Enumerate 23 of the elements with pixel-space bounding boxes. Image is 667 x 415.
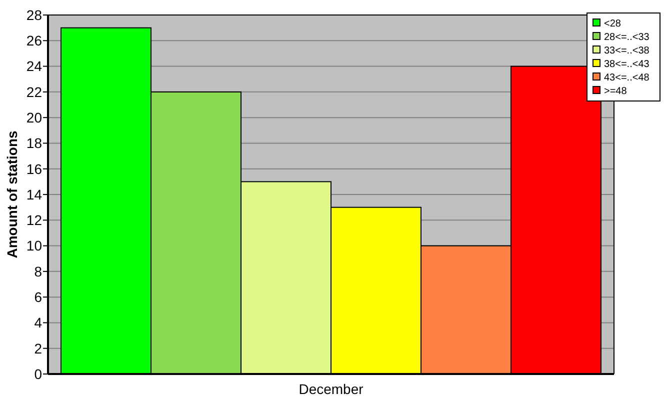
y-tick-label: 26: [26, 32, 42, 49]
y-axis-title: Amount of stations: [4, 130, 20, 258]
legend-label: >=48: [604, 86, 628, 97]
y-tick-label: 24: [26, 58, 42, 74]
y-tick-label: 4: [34, 314, 42, 331]
y-tick-label: 20: [26, 109, 42, 126]
y-tick-label: 14: [26, 186, 42, 202]
y-tick-label: 8: [34, 263, 42, 280]
y-tick-label: 18: [26, 135, 42, 152]
y-tick-label: 6: [34, 288, 42, 305]
y-tick-label: 22: [26, 84, 42, 100]
y-tick-label: 12: [26, 212, 42, 228]
y-tick-label: 2: [34, 340, 42, 356]
legend-label: 43<=..<48: [604, 72, 650, 84]
y-tick-label: 0: [34, 366, 42, 382]
legend-label: <28: [604, 18, 622, 30]
x-tick-label: December: [298, 381, 364, 397]
legend-label: 38<=..<43: [604, 59, 650, 70]
legend-label: 33<=..<38: [604, 46, 650, 56]
y-tick-label: 16: [26, 160, 42, 177]
y-tick-label: 28: [26, 6, 42, 23]
y-tick-label: 10: [26, 238, 42, 254]
legend-label: 28<=..<33: [604, 32, 650, 43]
